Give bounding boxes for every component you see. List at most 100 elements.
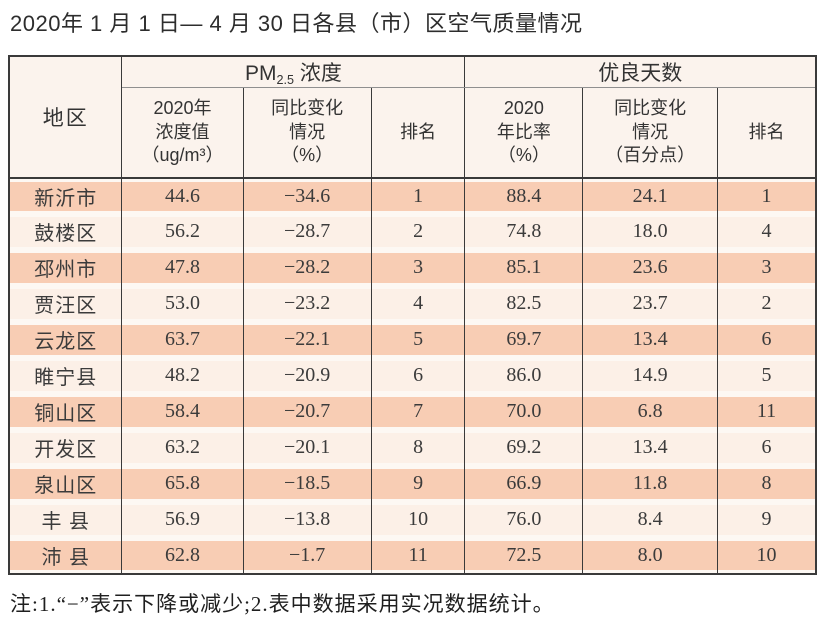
region-cell: 泉山区 [8, 465, 123, 502]
good-change-cell: 13.4 [582, 321, 719, 358]
good-rank-cell: 6 [717, 321, 817, 358]
pm-rank-cell: 2 [370, 213, 466, 250]
region-cell: 贾汪区 [8, 285, 123, 322]
pm-rank-cell: 11 [370, 537, 466, 574]
region-cell: 铜山区 [8, 393, 123, 430]
region-cell: 沛 县 [8, 537, 123, 574]
sub-header-row: 2020年 浓度值 （ug/m³） 同比变化 情况 （%） 排名 2020 年比… [9, 87, 817, 179]
col-header-region: 地区 [8, 55, 123, 179]
good-rank-cell: 3 [717, 249, 817, 286]
good-rank-cell: 1 [717, 177, 817, 214]
col-header-good-rank: 排名 [717, 87, 817, 179]
good-rank-cell: 9 [717, 501, 817, 538]
region-cell: 睢宁县 [8, 357, 123, 394]
col-header-pm-value: 2020年 浓度值 （ug/m³） [121, 87, 244, 179]
good-rank-cell: 10 [717, 537, 817, 574]
pm25-suffix: 浓度 [294, 61, 342, 85]
good-ratio-cell: 85.1 [464, 249, 584, 286]
pm-rank-cell: 1 [370, 177, 466, 214]
pm25-prefix: PM [245, 61, 277, 85]
pm-rank-cell: 9 [370, 465, 466, 502]
pm-change-cell: −20.7 [242, 393, 372, 430]
region-cell: 鼓楼区 [8, 213, 123, 250]
pm-change-cell: −20.1 [242, 429, 372, 466]
region-cell: 新沂市 [8, 177, 123, 214]
pm-change-cell: −23.2 [242, 285, 372, 322]
group-header-row: 地区 PM2.5 浓度 优良天数 [8, 55, 817, 179]
good-rank-cell: 8 [717, 465, 817, 502]
table-row: 铜山区 58.4 −20.7 7 70.0 6.8 11 [8, 393, 817, 430]
pm-change-cell: −34.6 [242, 177, 372, 214]
pm-value-cell: 48.2 [121, 357, 244, 394]
pm-value-cell: 56.9 [121, 501, 244, 538]
good-rank-cell: 6 [717, 429, 817, 466]
pm-rank-cell: 7 [370, 393, 466, 430]
good-change-cell: 11.8 [582, 465, 719, 502]
pm-value-cell: 44.6 [121, 177, 244, 214]
good-change-cell: 13.4 [582, 429, 719, 466]
pm-change-cell: −28.2 [242, 249, 372, 286]
pm-rank-cell: 5 [370, 321, 466, 358]
good-change-cell: 24.1 [582, 177, 719, 214]
good-change-cell: 14.9 [582, 357, 719, 394]
table-header: 地区 PM2.5 浓度 优良天数 2020年 浓度值 （ug/m³） 同比变化 … [8, 55, 817, 179]
table-row: 开发区 63.2 −20.1 8 69.2 13.4 6 [8, 429, 817, 466]
good-ratio-cell: 69.2 [464, 429, 584, 466]
region-cell: 云龙区 [8, 321, 123, 358]
table-row: 睢宁县 48.2 −20.9 6 86.0 14.9 5 [8, 357, 817, 394]
good-rank-cell: 11 [717, 393, 817, 430]
pm-value-cell: 56.2 [121, 213, 244, 250]
air-quality-table: 地区 PM2.5 浓度 优良天数 2020年 浓度值 （ug/m³） 同比变化 … [8, 54, 817, 575]
table-row: 沛 县 62.8 −1.7 11 72.5 8.0 10 [8, 537, 817, 574]
col-header-pm-change: 同比变化 情况 （%） [242, 87, 372, 179]
good-change-cell: 8.0 [582, 537, 719, 574]
good-rank-cell: 5 [717, 357, 817, 394]
region-cell: 开发区 [8, 429, 123, 466]
table-row: 丰 县 56.9 −13.8 10 76.0 8.4 9 [8, 501, 817, 538]
good-ratio-cell: 66.9 [464, 465, 584, 502]
good-ratio-cell: 82.5 [464, 285, 584, 322]
good-ratio-cell: 86.0 [464, 357, 584, 394]
good-rank-cell: 4 [717, 213, 817, 250]
col-header-pm-rank: 排名 [370, 87, 466, 179]
table-row: 新沂市 44.6 −34.6 1 88.4 24.1 1 [8, 177, 817, 214]
pm-change-cell: −1.7 [242, 537, 372, 574]
table-row: 泉山区 65.8 −18.5 9 66.9 11.8 8 [8, 465, 817, 502]
pm-change-cell: −13.8 [242, 501, 372, 538]
pm-rank-cell: 10 [370, 501, 466, 538]
table-row: 鼓楼区 56.2 −28.7 2 74.8 18.0 4 [8, 213, 817, 250]
good-ratio-cell: 88.4 [464, 177, 584, 214]
good-change-cell: 6.8 [582, 393, 719, 430]
good-ratio-cell: 70.0 [464, 393, 584, 430]
footnote: 注:1.“−”表示下降或减少;2.表中数据采用实况数据统计。 [10, 591, 555, 616]
good-change-cell: 8.4 [582, 501, 719, 538]
pm-value-cell: 58.4 [121, 393, 244, 430]
pm-rank-cell: 8 [370, 429, 466, 466]
pm-value-cell: 65.8 [121, 465, 244, 502]
good-change-cell: 23.7 [582, 285, 719, 322]
good-rank-cell: 2 [717, 285, 817, 322]
pm-value-cell: 47.8 [121, 249, 244, 286]
pm-change-cell: −28.7 [242, 213, 372, 250]
region-cell: 邳州市 [8, 249, 123, 286]
col-header-good-change: 同比变化 情况 （百分点） [582, 87, 719, 179]
pm-change-cell: −22.1 [242, 321, 372, 358]
region-cell: 丰 县 [8, 501, 123, 538]
pm-rank-cell: 6 [370, 357, 466, 394]
pm-value-cell: 63.7 [121, 321, 244, 358]
pm-rank-cell: 3 [370, 249, 466, 286]
pm-value-cell: 62.8 [121, 537, 244, 574]
good-ratio-cell: 72.5 [464, 537, 584, 574]
good-ratio-cell: 74.8 [464, 213, 584, 250]
page-title: 2020年 1 月 1 日— 4 月 30 日各县（市）区空气质量情况 [10, 11, 583, 36]
pm-value-cell: 53.0 [121, 285, 244, 322]
pm-change-cell: −20.9 [242, 357, 372, 394]
good-change-cell: 18.0 [582, 213, 719, 250]
table-row: 贾汪区 53.0 −23.2 4 82.5 23.7 2 [8, 285, 817, 322]
pm-rank-cell: 4 [370, 285, 466, 322]
table-row: 云龙区 63.7 −22.1 5 69.7 13.4 6 [8, 321, 817, 358]
table-body: 新沂市 44.6 −34.6 1 88.4 24.1 1 鼓楼区 56.2 −2… [8, 177, 817, 574]
pm25-subscript: 2.5 [276, 72, 295, 87]
col-group-pm25: PM2.5 浓度 [121, 55, 466, 89]
